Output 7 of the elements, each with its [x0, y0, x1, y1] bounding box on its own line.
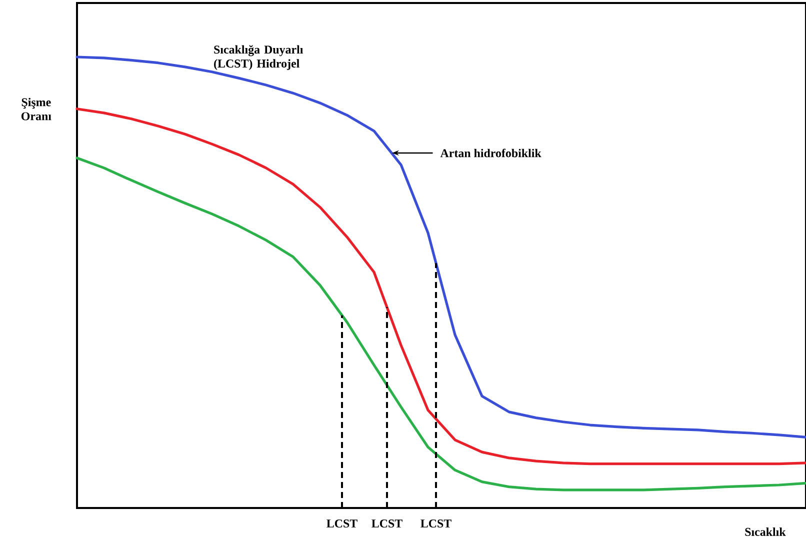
annotation: Sıcaklığa Duyarlı (LCST) Hidrojel — [214, 45, 304, 70]
y-axis-title: Şişme Oranı — [21, 98, 52, 120]
annotation: Artan hidrofobiklik — [440, 148, 542, 158]
text: LCST — [420, 520, 452, 528]
x-axis-title: Sıcaklık — [745, 528, 786, 536]
text: LCST — [372, 520, 402, 528]
text: LCST — [326, 520, 358, 528]
